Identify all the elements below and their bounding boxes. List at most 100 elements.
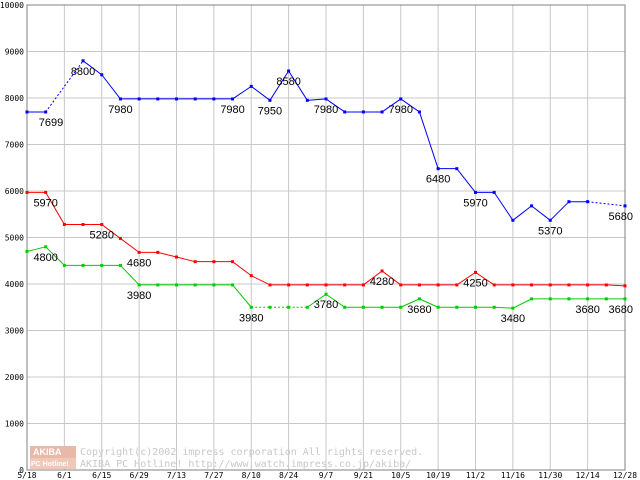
data-point <box>361 305 365 309</box>
data-point <box>474 305 477 309</box>
series-line-segment <box>26 246 46 252</box>
series-line-segment <box>587 201 626 207</box>
data-point <box>231 97 235 101</box>
data-point <box>530 204 534 208</box>
y-tick-label: 4000 <box>5 280 24 289</box>
data-point <box>343 283 347 287</box>
data-label: 4250 <box>463 277 487 289</box>
watermark: AKIBA PC Hotline! Copyright(c)2002 impre… <box>30 446 423 470</box>
data-label: 4800 <box>33 252 57 264</box>
series-line-segment <box>512 298 532 309</box>
data-point <box>175 255 178 259</box>
data-point <box>455 167 459 171</box>
data-point <box>417 297 421 301</box>
series-line-segment <box>45 60 84 113</box>
series-line-segment <box>381 98 402 113</box>
data-point <box>623 204 627 208</box>
data-point <box>249 84 253 88</box>
data-point <box>530 297 534 301</box>
data-point <box>474 190 477 194</box>
x-tick-label: 7/27 <box>204 471 223 480</box>
series-line-segment <box>250 85 271 101</box>
data-label: 7980 <box>389 104 413 116</box>
data-point <box>268 305 272 309</box>
data-point <box>249 274 253 278</box>
x-tick-label: 9/7 <box>319 471 334 480</box>
data-point <box>44 245 48 249</box>
data-point <box>324 292 328 296</box>
data-point <box>324 283 328 287</box>
data-point <box>586 297 590 301</box>
y-tick-label: 6000 <box>5 187 24 196</box>
data-point <box>156 250 160 254</box>
series-line-segment <box>606 284 626 287</box>
data-label: 7980 <box>314 104 338 116</box>
data-label: 7950 <box>258 105 282 117</box>
data-point <box>212 260 216 264</box>
data-point <box>343 110 347 114</box>
data-point <box>492 190 496 194</box>
x-tick-label: 6/29 <box>129 471 148 480</box>
data-point <box>623 284 627 288</box>
data-label: 5970 <box>463 197 487 209</box>
copyright-line: Copyright(c)2002 impress corporation All… <box>80 447 423 458</box>
data-label: 8800 <box>71 66 95 78</box>
data-label: 5370 <box>538 225 562 237</box>
series-line-segment <box>493 192 514 221</box>
data-point <box>100 263 104 267</box>
series-line-segment <box>251 275 271 286</box>
data-point <box>604 297 608 301</box>
series-line-segment <box>120 238 140 253</box>
data-point <box>548 297 552 301</box>
data-point <box>399 283 403 287</box>
data-point <box>380 269 384 273</box>
data-point <box>287 305 291 309</box>
series-line-segment <box>269 70 290 101</box>
data-point <box>175 97 178 101</box>
y-tick-label: 5000 <box>5 234 24 243</box>
data-label: 5280 <box>90 229 114 241</box>
data-point <box>604 283 608 287</box>
series-line-segment <box>325 293 345 308</box>
data-point <box>81 59 85 63</box>
data-point <box>305 283 309 287</box>
data-point <box>156 97 160 101</box>
series-line-segment <box>494 306 513 309</box>
data-point <box>530 283 534 287</box>
series-line-segment <box>400 98 420 113</box>
data-point <box>417 110 421 114</box>
data-point <box>81 263 85 267</box>
data-point <box>25 249 29 253</box>
data-point <box>474 270 477 274</box>
y-tick-label: 7000 <box>5 141 24 150</box>
data-label: 3680 <box>609 304 633 316</box>
data-point <box>511 306 515 310</box>
data-point <box>231 283 235 287</box>
series-line-segment <box>307 98 327 101</box>
data-point <box>361 110 365 114</box>
series-line-segment <box>232 284 252 308</box>
x-tick-label: 9/21 <box>354 471 373 480</box>
data-point <box>399 305 403 309</box>
data-point <box>193 260 197 264</box>
data-point <box>548 283 552 287</box>
data-point <box>492 305 496 309</box>
plot-frame <box>26 4 626 471</box>
x-tick-label: 12/28 <box>613 471 637 480</box>
data-point <box>62 222 66 226</box>
akiba-logo-subtext: PC Hotline! <box>31 461 69 468</box>
x-tick-label: 8/24 <box>279 471 298 480</box>
series-line-segment <box>325 98 345 113</box>
data-point <box>287 69 291 73</box>
x-tick-label: 12/14 <box>576 471 600 480</box>
data-point <box>175 283 178 287</box>
data-label: 3480 <box>501 313 525 325</box>
series-line-segment <box>549 201 570 221</box>
data-point <box>567 297 571 301</box>
data-label: 3680 <box>575 304 599 316</box>
data-point <box>212 97 216 101</box>
series-line-segment <box>120 265 140 286</box>
series-line-segment <box>101 74 121 100</box>
data-point <box>231 260 235 264</box>
data-point <box>212 283 216 287</box>
